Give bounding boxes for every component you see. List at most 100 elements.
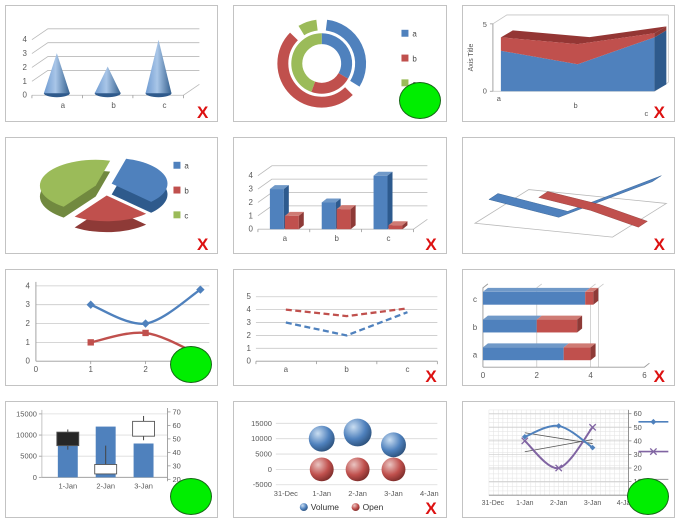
svg-text:40: 40 (172, 448, 180, 457)
chart-cell-bar-3d[interactable]: 0 2 4 6 a b c X (461, 269, 675, 386)
area-3d-chart-canvas: 0 5 Axis Title a b c (468, 14, 669, 118)
svg-text:2-Jan: 2-Jan (550, 500, 568, 507)
chart-cell-bubble[interactable]: -5000 0 5000 10000 15000 31-Dec 1-Jan 2-Jan 3-Ja… (233, 401, 447, 518)
svg-text:5: 5 (482, 20, 486, 29)
incorrect-x-icon: X (653, 103, 665, 122)
chart-cell-cone-3d[interactable]: 0 1 2 3 4 a b c X (5, 5, 219, 122)
svg-text:5000: 5000 (20, 452, 37, 461)
svg-text:31-Dec: 31-Dec (481, 500, 504, 507)
svg-text:1-Jan: 1-Jan (516, 500, 534, 507)
doughnut-chart-canvas: abc (277, 19, 418, 108)
svg-text:2: 2 (22, 63, 27, 72)
svg-text:70: 70 (172, 407, 180, 416)
svg-text:3-Jan: 3-Jan (584, 500, 602, 507)
svg-text:4: 4 (588, 371, 593, 380)
pie-3d-chart-canvas: a b c (39, 158, 189, 233)
svg-text:c: c (163, 101, 167, 110)
chart-cell-stock[interactable]: 0 5000 10000 15000 20 30 40 50 60 70 1-Jan 2-Jan 3-J… (5, 401, 219, 518)
incorrect-x-icon: X (425, 367, 437, 386)
svg-text:b: b (573, 101, 577, 110)
incorrect-x-icon: X (425, 235, 437, 254)
svg-text:a: a (413, 30, 418, 39)
svg-text:20: 20 (172, 475, 180, 484)
svg-text:10000: 10000 (16, 431, 37, 440)
svg-text:0: 0 (247, 357, 252, 366)
svg-text:0: 0 (25, 357, 30, 366)
svg-text:1-Jan: 1-Jan (313, 489, 332, 498)
svg-text:0: 0 (480, 371, 485, 380)
svg-text:3: 3 (249, 185, 254, 194)
svg-text:2-Jan: 2-Jan (349, 489, 368, 498)
svg-text:4: 4 (25, 281, 30, 290)
svg-text:40: 40 (633, 436, 641, 445)
svg-text:a: a (184, 162, 189, 171)
svg-text:-5000: -5000 (253, 480, 272, 489)
svg-text:c: c (644, 109, 648, 118)
chart-cell-column-3d[interactable]: 0 1 2 3 4 a b c X (233, 137, 447, 254)
svg-text:b: b (472, 323, 477, 332)
svg-text:15000: 15000 (16, 409, 37, 418)
svg-text:2-Jan: 2-Jan (96, 482, 115, 491)
svg-text:c: c (473, 295, 477, 304)
svg-text:a: a (284, 365, 289, 374)
stock-chart-canvas: 0 5000 10000 15000 20 30 40 50 60 70 1-Jan 2-Jan 3-J… (16, 407, 181, 491)
svg-text:b: b (345, 365, 350, 374)
svg-text:0: 0 (482, 87, 486, 96)
chart-cell-dashed-line[interactable]: 0 1 2 3 4 5 a b c X (233, 269, 447, 386)
svg-text:1: 1 (25, 338, 30, 347)
svg-text:Axis Title: Axis Title (468, 44, 475, 72)
svg-text:3: 3 (247, 318, 252, 327)
svg-text:4: 4 (22, 35, 27, 44)
svg-text:a: a (496, 94, 501, 103)
svg-text:a: a (61, 101, 66, 110)
chart-cell-area-3d[interactable]: 0 5 Axis Title a b c X (461, 5, 675, 122)
correct-circle-icon (626, 478, 669, 515)
incorrect-x-icon: X (425, 499, 437, 518)
svg-text:2: 2 (534, 371, 539, 380)
svg-text:31-Dec: 31-Dec (274, 489, 298, 498)
svg-text:15000: 15000 (251, 419, 272, 428)
svg-text:b: b (111, 101, 116, 110)
column-3d-chart-canvas: 0 1 2 3 4 a b c (249, 165, 428, 243)
svg-text:0: 0 (33, 473, 37, 482)
svg-text:60: 60 (172, 421, 180, 430)
svg-text:50: 50 (633, 423, 641, 432)
cone-3d-chart-canvas: 0 1 2 3 4 a b c (22, 28, 200, 110)
svg-text:Open: Open (363, 502, 384, 512)
svg-text:5000: 5000 (256, 450, 273, 459)
svg-text:c: c (406, 365, 410, 374)
svg-text:3-Jan: 3-Jan (134, 482, 153, 491)
correct-circle-icon (398, 82, 441, 119)
svg-text:4: 4 (249, 171, 254, 180)
svg-text:2: 2 (247, 331, 252, 340)
svg-text:50: 50 (172, 434, 180, 443)
incorrect-x-icon: X (196, 235, 209, 254)
chart-cell-doughnut[interactable]: abc (233, 5, 447, 122)
chart-cell-line-3d[interactable]: X (461, 137, 675, 254)
svg-text:4: 4 (247, 305, 252, 314)
correct-circle-icon (170, 346, 213, 383)
svg-text:a: a (283, 234, 288, 243)
svg-text:4-Jan: 4-Jan (420, 489, 439, 498)
svg-text:30: 30 (172, 461, 180, 470)
svg-text:b: b (413, 55, 418, 64)
bubble-chart-canvas: -5000 0 5000 10000 15000 31-Dec 1-Jan 2-Jan 3-Ja… (251, 418, 439, 512)
correct-circle-icon (170, 478, 213, 515)
svg-text:2: 2 (25, 319, 30, 328)
svg-text:1: 1 (249, 211, 254, 220)
svg-text:a: a (472, 351, 477, 360)
incorrect-x-icon: X (653, 235, 665, 254)
bar-3d-chart-canvas: 0 2 4 6 a b c (472, 283, 650, 380)
svg-text:0: 0 (249, 225, 254, 234)
svg-text:1: 1 (89, 365, 94, 374)
svg-text:6: 6 (642, 371, 647, 380)
svg-text:3: 3 (25, 300, 30, 309)
svg-text:30: 30 (633, 450, 641, 459)
svg-text:c: c (184, 211, 188, 220)
svg-text:1: 1 (22, 77, 27, 86)
chart-cell-smooth-line[interactable]: 012340123 (5, 269, 219, 386)
chart-cell-pie-3d[interactable]: a b c X (5, 137, 219, 254)
